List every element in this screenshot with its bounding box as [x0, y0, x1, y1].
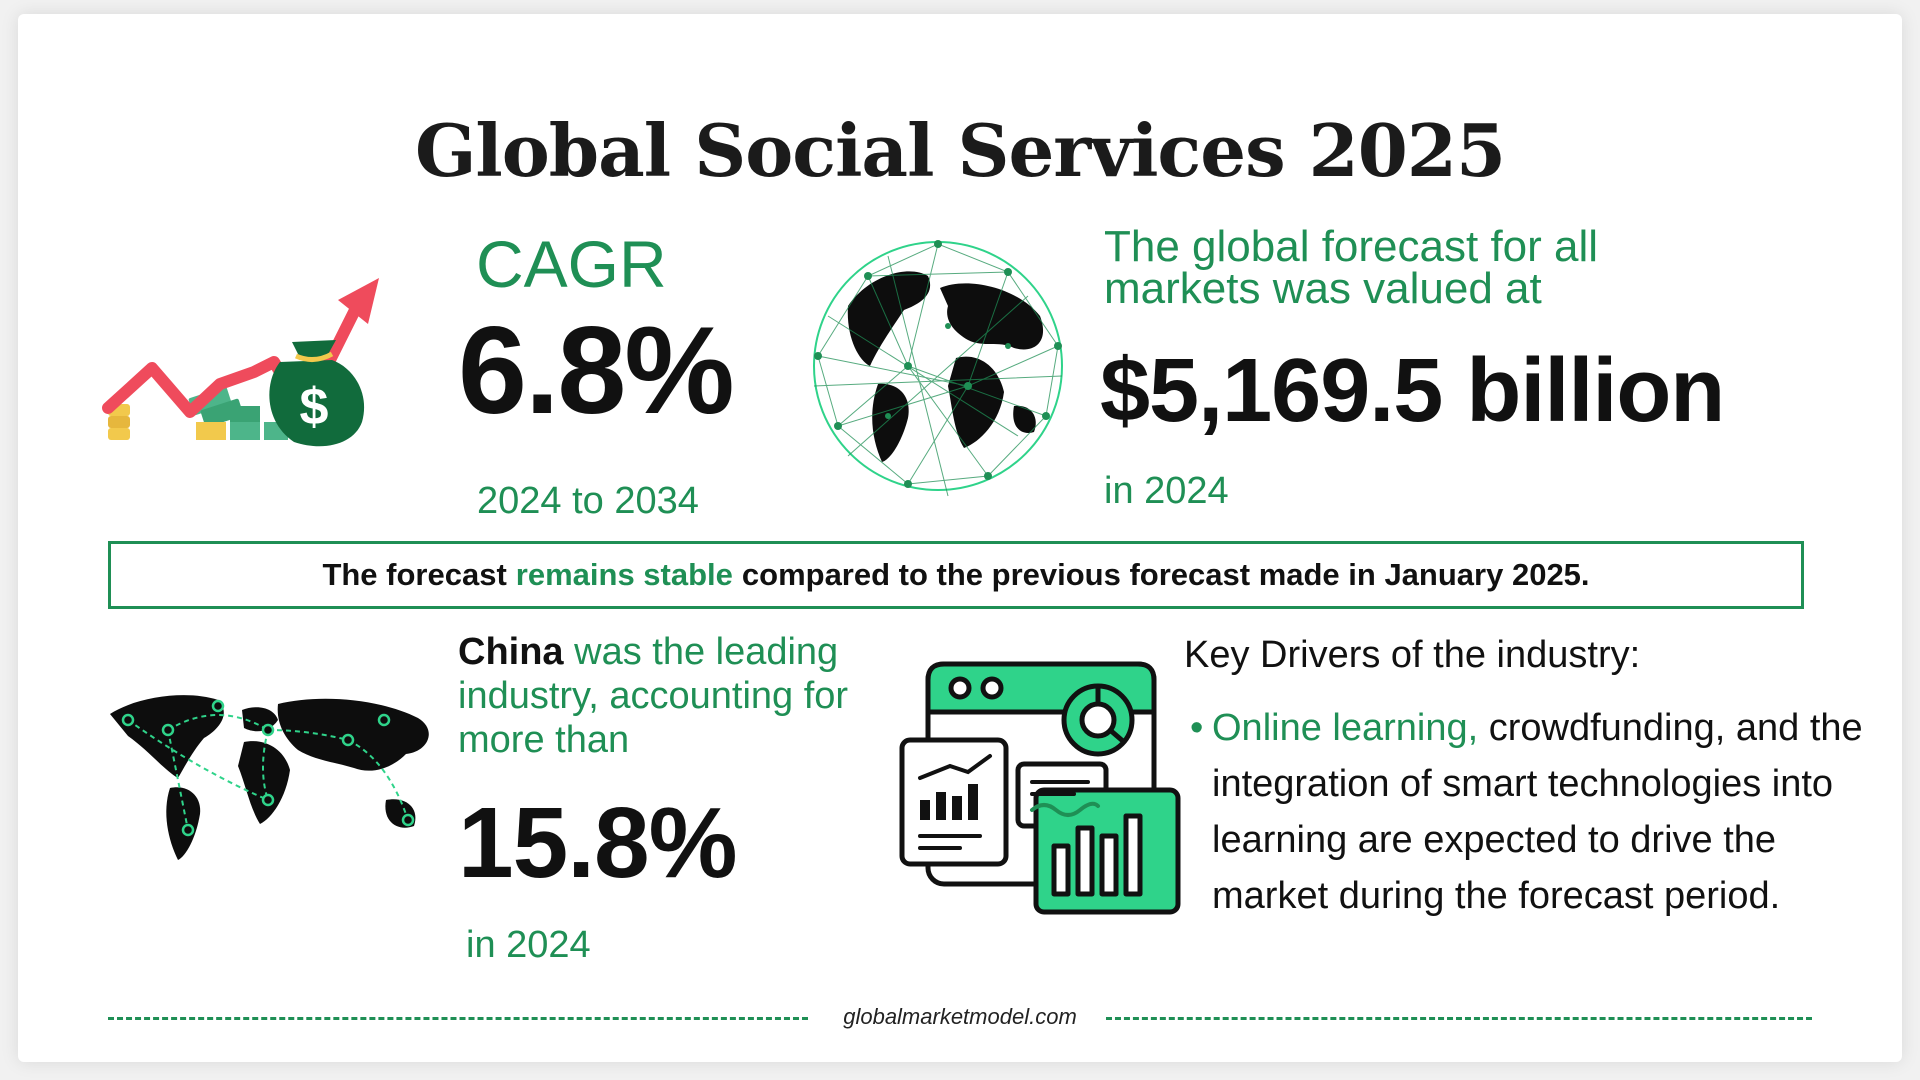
china-text: was the leading industry, accounting for… [458, 631, 849, 761]
drivers-text: crowdfunding, and the integration of sma… [1212, 707, 1863, 917]
banner-text-before: The forecast [322, 557, 507, 592]
china-year: in 2024 [466, 924, 591, 966]
banner-text-after: compared to the previous forecast made i… [741, 557, 1590, 592]
drivers-highlight: Online learning, [1212, 707, 1479, 749]
china-description: China was the leading industry, accounti… [458, 630, 898, 762]
forecast-stability-banner: The forecast remains stable compared to … [108, 541, 1804, 609]
arrow-head [338, 278, 379, 324]
cagr-value: 6.8% [458, 302, 735, 440]
money-bag-icon: $ [269, 340, 365, 447]
coin-stack-icon [108, 404, 130, 440]
world-map-icon [110, 695, 429, 860]
analytics-dashboard-icon [899, 661, 1181, 915]
forecast-value: $5,169.5 billion [1100, 341, 1725, 441]
china-name: China [458, 631, 564, 673]
svg-text:$: $ [300, 378, 329, 436]
footer-divider-right [1106, 1017, 1812, 1020]
footer-site: globalmarketmodel.com [843, 1004, 1077, 1029]
infographic-card [18, 14, 1902, 1062]
forecast-year: in 2024 [1104, 470, 1229, 512]
drivers-list-item: • Online learning, crowdfunding, and the… [1190, 700, 1872, 924]
page-title: Global Social Services 2025 [414, 108, 1506, 193]
cagr-period: 2024 to 2034 [477, 480, 699, 522]
bullet-icon: • [1190, 707, 1204, 749]
drivers-heading: Key Drivers of the industry: [1184, 634, 1641, 676]
forecast-description: The global forecast for all markets was … [1104, 222, 1599, 313]
money-bag-growth-icon: $ [102, 278, 379, 447]
china-share-value: 15.8% [458, 787, 738, 899]
network-globe-icon [813, 240, 1063, 497]
footer-divider-left [108, 1017, 808, 1020]
banner-highlight: remains stable [515, 557, 733, 592]
cash-stack-icon [188, 386, 288, 440]
cagr-label: CAGR [476, 227, 667, 301]
